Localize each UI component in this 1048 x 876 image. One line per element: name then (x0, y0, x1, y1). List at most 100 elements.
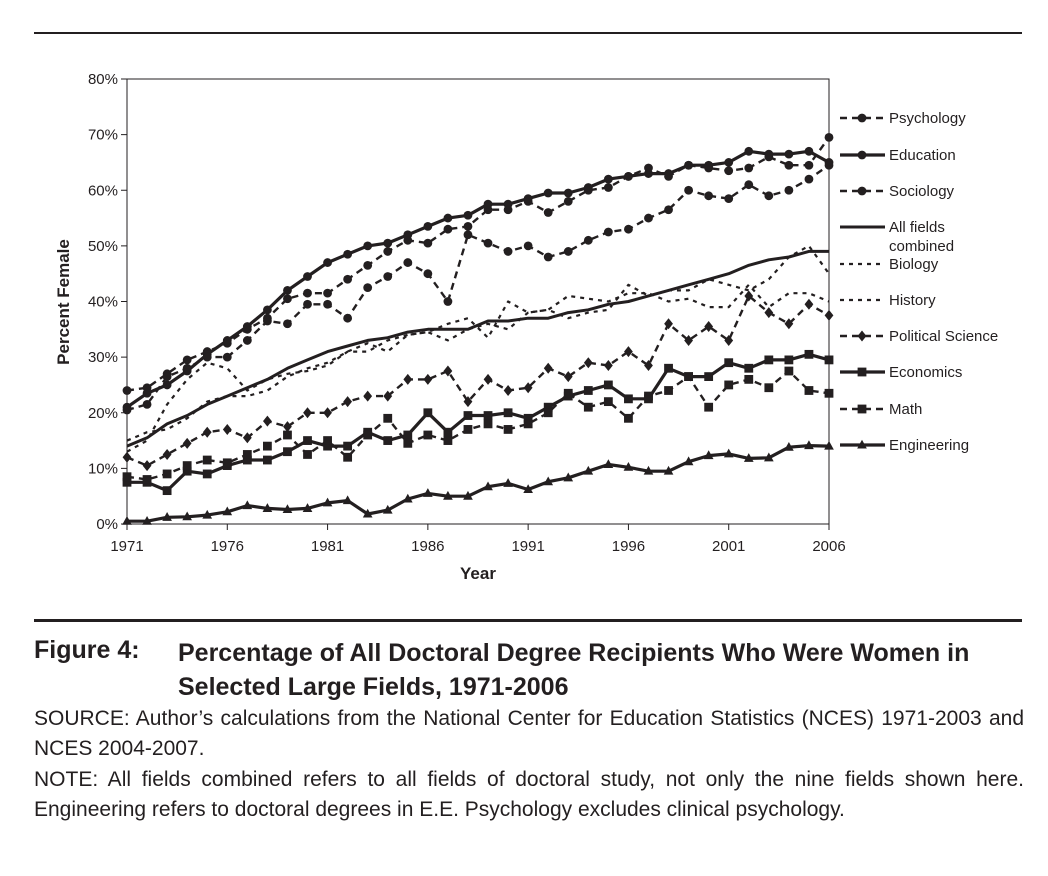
data-point-political-science (283, 421, 292, 433)
data-point-political-science (383, 390, 393, 402)
data-point-math (142, 475, 152, 484)
data-point-math (443, 436, 453, 445)
data-point-education (583, 183, 593, 192)
data-point-economics (323, 441, 332, 451)
data-point-psychology (744, 163, 754, 173)
data-point-economics (343, 441, 353, 451)
data-point-education (263, 305, 272, 315)
data-point-engineering (804, 440, 814, 450)
data-point-sociology (142, 400, 152, 409)
data-point-economics (463, 411, 473, 420)
data-point-political-science (162, 448, 172, 460)
data-point-psychology (343, 274, 353, 284)
data-point-education (162, 380, 172, 390)
data-point-sociology (303, 299, 312, 309)
data-point-education (724, 158, 734, 167)
data-point-engineering (262, 503, 273, 512)
data-point-political-science (704, 321, 714, 333)
data-point-engineering (142, 515, 152, 525)
legend-item-all-fields-combined: All fields combined (840, 219, 954, 255)
data-point-engineering (162, 512, 172, 521)
data-point-engineering (302, 503, 313, 512)
data-point-psychology (543, 208, 553, 217)
data-point-education (343, 249, 353, 259)
data-point-political-science (724, 334, 734, 346)
data-point-sociology (603, 227, 613, 237)
data-point-economics (603, 380, 613, 390)
data-point-math (583, 402, 593, 412)
data-point-political-science (182, 437, 192, 449)
data-point-political-science (744, 290, 754, 302)
y-axis-label: Percent Female (54, 239, 73, 365)
data-point-political-science (142, 460, 152, 472)
data-point-engineering (784, 441, 794, 451)
data-point-economics (242, 455, 252, 465)
data-point-engineering (122, 515, 132, 525)
data-point-math (222, 458, 232, 468)
data-point-political-science (543, 362, 553, 374)
data-point-engineering (563, 472, 574, 482)
data-point-sociology (523, 241, 533, 251)
data-point-sociology (343, 313, 353, 323)
data-point-economics (583, 386, 593, 395)
data-point-education (303, 272, 312, 281)
data-point-math (343, 452, 353, 462)
legend-item-psychology: Psychology (840, 110, 966, 127)
legend-marker-engineering (857, 439, 867, 449)
data-point-education (383, 238, 393, 248)
data-point-engineering (182, 511, 193, 521)
data-point-education (463, 210, 473, 220)
data-point-math (644, 391, 653, 401)
data-point-psychology (323, 288, 332, 298)
data-point-sociology (182, 363, 192, 373)
data-point-psychology (724, 166, 734, 176)
data-point-engineering (683, 456, 694, 466)
data-point-education (423, 222, 433, 231)
data-point-political-science (483, 373, 493, 385)
data-point-political-science (323, 407, 332, 419)
data-point-economics (443, 427, 453, 437)
data-point-political-science (684, 334, 693, 346)
data-point-engineering (763, 452, 774, 462)
data-point-political-science (403, 373, 413, 385)
legend-label-political-science: Political Science (889, 328, 998, 345)
x-tick-label: 2001 (712, 538, 745, 555)
data-point-engineering (382, 504, 393, 514)
data-point-economics (303, 436, 312, 445)
data-point-psychology (824, 133, 834, 142)
data-point-math (744, 374, 754, 384)
data-point-sociology (202, 352, 212, 362)
data-point-economics (182, 466, 192, 476)
data-point-economics (503, 408, 513, 418)
legend-item-education: Education (840, 147, 956, 164)
data-point-education (222, 336, 232, 345)
top-rule (34, 32, 1022, 34)
chart-axes: 0% 10% 20% 30% 40% 50% 60% 70% 80% 1971 1976 1981 19… (88, 71, 846, 555)
data-point-sociology (423, 269, 433, 279)
data-point-sociology (644, 213, 653, 223)
data-point-engineering (603, 459, 614, 469)
x-tick-label: 1986 (411, 538, 444, 555)
series-sociology (122, 160, 834, 415)
legend-marker-sociology (857, 186, 867, 196)
series-line-education (126, 149, 830, 409)
data-point-political-science (603, 359, 613, 371)
data-point-math (804, 386, 814, 395)
line-chart: 0% 10% 20% 30% 40% 50% 60% 70% 80% 1971 1976 1981 19… (54, 71, 998, 583)
legend-marker-education (857, 150, 867, 160)
legend-item-sociology: Sociology (840, 183, 955, 200)
data-point-economics (483, 411, 493, 420)
series-line-economics (127, 352, 830, 493)
data-point-political-science (583, 357, 593, 369)
data-point-math (764, 383, 774, 393)
data-point-math (263, 441, 272, 451)
x-tick-label: 1971 (110, 538, 143, 555)
legend-label-biology: Biology (889, 256, 939, 273)
data-point-political-science (363, 390, 373, 402)
data-point-sociology (363, 283, 373, 292)
data-point-economics (523, 413, 533, 423)
series-layer (122, 133, 834, 525)
plot-frame (126, 78, 830, 525)
legend-item-economics: Economics (840, 364, 962, 381)
series-math (122, 366, 834, 484)
